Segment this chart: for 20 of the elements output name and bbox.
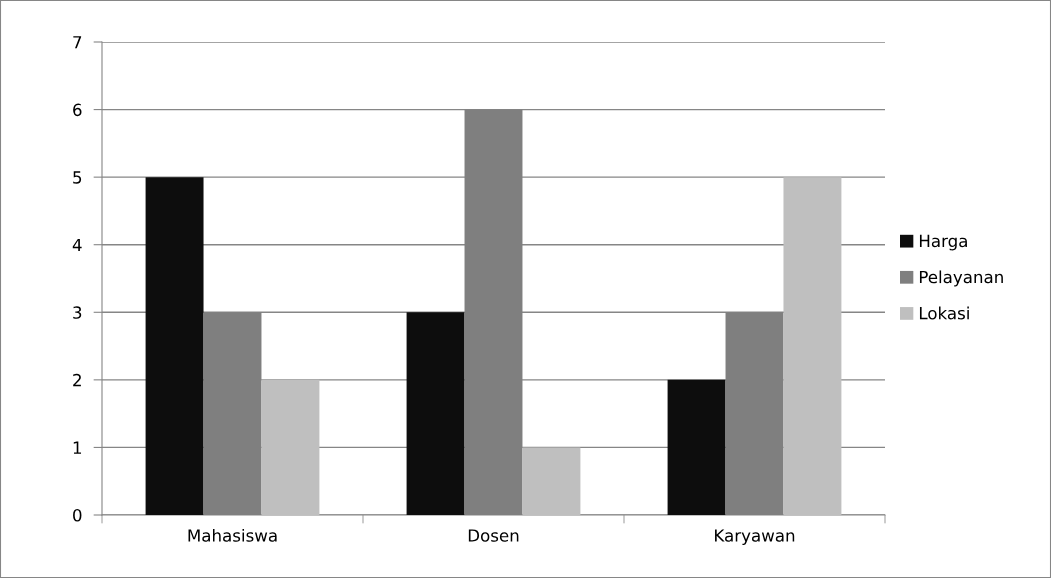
- bar: [145, 177, 204, 515]
- y-tick-label: 2: [73, 373, 81, 387]
- y-tick-label: 4: [72, 238, 82, 252]
- bar: [667, 379, 726, 515]
- bar: [406, 312, 465, 515]
- bar: [783, 177, 842, 515]
- legend-label: Lokasi: [919, 306, 969, 320]
- x-tick-label: Mahasiswa: [188, 528, 277, 542]
- y-tick-label: 7: [73, 36, 82, 49]
- y-tick-label: 3: [73, 306, 82, 319]
- x-tick-label: Dosen: [468, 529, 519, 542]
- bar: [261, 379, 320, 515]
- y-tick-label: 6: [73, 103, 82, 117]
- y-tick-label: 0: [73, 508, 82, 522]
- x-tick-label: Karyawan: [715, 529, 795, 546]
- legend-label: Harga: [919, 234, 967, 251]
- legend-label: Pelayanan: [919, 270, 1003, 287]
- bar: [522, 447, 581, 515]
- y-tick-label: 5: [73, 171, 82, 184]
- y-tick-label: 1: [73, 441, 82, 454]
